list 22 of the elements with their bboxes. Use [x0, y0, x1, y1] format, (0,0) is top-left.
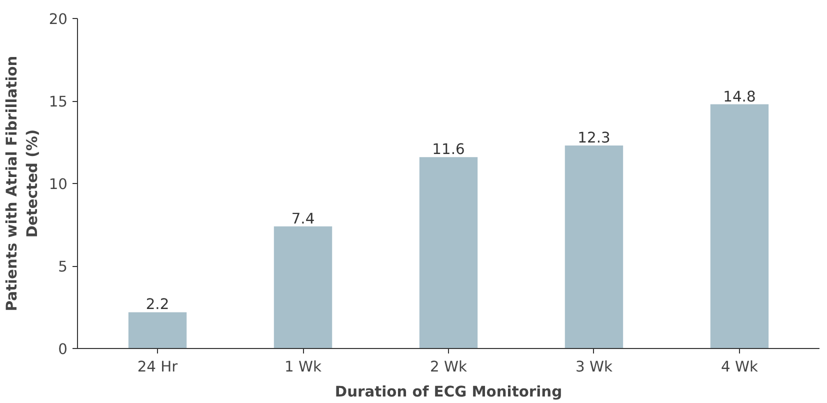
y-tick-label: 15 — [48, 94, 68, 110]
y-tick-label: 0 — [58, 341, 68, 358]
bar — [710, 104, 769, 348]
data-label: 7.4 — [291, 210, 315, 228]
x-tick-label: 3 Wk — [576, 358, 613, 376]
bar — [274, 226, 332, 348]
bar — [128, 312, 187, 348]
x-tick-label: 24 Hr — [137, 358, 179, 376]
x-tick-label: 4 Wk — [721, 358, 758, 376]
x-axis-title: Duration of ECG Monitoring — [334, 384, 562, 400]
data-label: 11.6 — [432, 141, 465, 158]
x-tick-label: 2 Wk — [430, 358, 468, 376]
data-label: 12.3 — [578, 130, 610, 147]
bar — [564, 146, 624, 348]
bar — [419, 157, 478, 348]
data-label: 2.2 — [146, 296, 170, 314]
y-tick-label: 20 — [48, 11, 68, 28]
x-tick-label: 1 Wk — [284, 358, 322, 376]
y-axis-title: Patients with Atrial Fibrillation Detected (%) — [3, 56, 41, 312]
y-tick-label: 5 — [58, 258, 68, 276]
y-tick-label: 10 — [48, 176, 68, 193]
data-label: 14.8 — [723, 88, 756, 106]
